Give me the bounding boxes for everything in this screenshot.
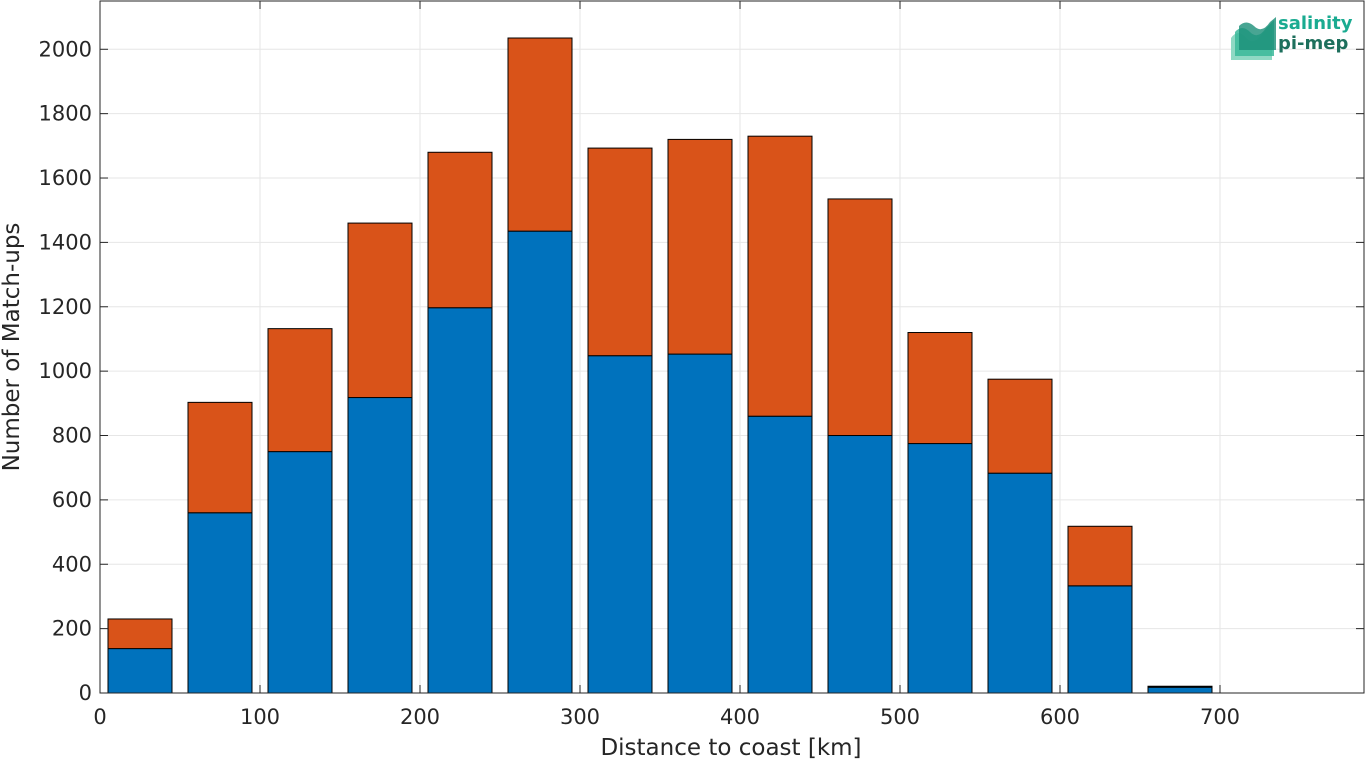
- y-tick-label: 200: [52, 617, 92, 641]
- x-tick-label: 500: [880, 705, 920, 729]
- bar-series-1: [667, 353, 733, 694]
- bar-series-2: [107, 618, 173, 650]
- bar-series-1: [827, 435, 893, 694]
- bar-series-2: [507, 37, 573, 232]
- logo-line1: salinity: [1278, 13, 1353, 34]
- y-tick-label: 400: [52, 552, 92, 576]
- y-tick-label: 1800: [39, 102, 92, 126]
- bar-series-2: [667, 138, 733, 355]
- axes: 0 100 200 300 400 500 600 700 0 200 400 600 800 1000 1…: [39, 0, 1365, 729]
- bars: [107, 37, 1213, 694]
- bar-series-1: [1147, 686, 1213, 694]
- bar-series-1: [267, 451, 333, 694]
- bar-series-1: [1067, 585, 1133, 694]
- y-tick-label: 0: [79, 681, 92, 705]
- bar-series-1: [507, 230, 573, 694]
- logo-line2: pi-mep: [1278, 33, 1349, 54]
- y-tick-label: 1200: [39, 295, 92, 319]
- bar-series-1: [987, 472, 1053, 694]
- x-tick-label: 200: [400, 705, 440, 729]
- x-axis-label: Distance to coast [km]: [600, 735, 861, 761]
- x-tick-label: 100: [240, 705, 280, 729]
- bar-series-1: [107, 648, 173, 694]
- y-tick-label: 1400: [39, 230, 92, 254]
- bar-series-2: [427, 151, 493, 309]
- y-tick-label: 600: [52, 488, 92, 512]
- bar-series-1: [587, 355, 653, 694]
- plot-frame: [99, 0, 1365, 694]
- x-tick-label: 400: [720, 705, 760, 729]
- bar-series-2: [347, 222, 413, 399]
- logo-text: salinity pi-mep: [1278, 14, 1353, 54]
- bar-series-1: [187, 512, 253, 694]
- x-tick-label: 700: [1200, 705, 1240, 729]
- bar-series-1: [907, 443, 973, 694]
- bar-series-1: [427, 307, 493, 694]
- x-tick-label: 300: [560, 705, 600, 729]
- bar-series-2: [267, 328, 333, 453]
- y-tick-label: 800: [52, 424, 92, 448]
- y-tick-label: 2000: [39, 37, 92, 61]
- x-tick-label: 0: [93, 705, 106, 729]
- bar-series-2: [1067, 525, 1133, 587]
- bar-series-2: [1147, 685, 1213, 688]
- y-tick-label: 1600: [39, 166, 92, 190]
- salinity-pimep-logo: salinity pi-mep: [1228, 14, 1358, 66]
- y-tick-label: 1000: [39, 359, 92, 383]
- x-tick-label: 600: [1040, 705, 1080, 729]
- bar-series-2: [587, 147, 653, 357]
- wave-logo-icon: [1231, 17, 1276, 60]
- bar-series-2: [187, 401, 253, 514]
- bar-series-2: [747, 135, 813, 417]
- bar-series-2: [827, 198, 893, 437]
- bar-series-2: [907, 332, 973, 445]
- bar-series-2: [987, 378, 1053, 474]
- bar-series-1: [347, 397, 413, 694]
- y-axis-label: Number of Match-ups: [0, 223, 25, 472]
- bar-series-1: [747, 415, 813, 694]
